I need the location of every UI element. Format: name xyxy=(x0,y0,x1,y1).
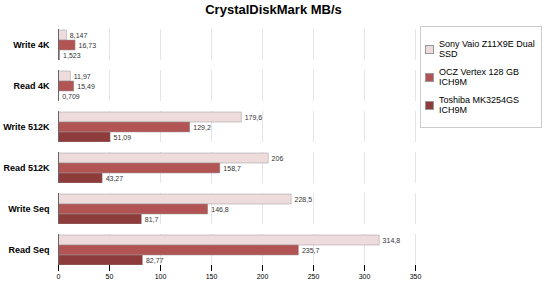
svg-text:206: 206 xyxy=(272,155,284,162)
svg-text:129,2: 129,2 xyxy=(193,124,211,131)
svg-text:51,09: 51,09 xyxy=(114,134,132,141)
svg-text:81,7: 81,7 xyxy=(145,216,159,223)
svg-text:82,77: 82,77 xyxy=(146,257,164,264)
svg-text:0: 0 xyxy=(57,273,61,280)
svg-text:100: 100 xyxy=(155,273,167,280)
svg-text:Write 512K: Write 512K xyxy=(3,122,50,132)
svg-text:Write Seq: Write Seq xyxy=(8,204,49,214)
svg-text:Read 4K: Read 4K xyxy=(13,81,50,91)
svg-text:350: 350 xyxy=(410,273,422,280)
svg-text:158,7: 158,7 xyxy=(223,165,241,172)
svg-text:179,6: 179,6 xyxy=(245,114,263,121)
svg-text:8,147: 8,147 xyxy=(70,32,88,39)
svg-text:0,709: 0,709 xyxy=(62,93,80,100)
svg-text:43,27: 43,27 xyxy=(106,175,124,182)
html-text:OCZ Vertex 128 GB ICH9M: OCZ Vertex 128 GB ICH9M xyxy=(439,67,519,87)
svg-text:15,49: 15,49 xyxy=(77,83,95,90)
svg-text:Read 512K: Read 512K xyxy=(3,163,50,173)
svg-text:200: 200 xyxy=(257,273,269,280)
svg-text:Write 4K: Write 4K xyxy=(13,40,50,50)
svg-text:1,523: 1,523 xyxy=(63,52,81,59)
html-text:Sony Vaio Z11X9E Dual SSD: Sony Vaio Z11X9E Dual SSD xyxy=(439,39,535,59)
svg-text:250: 250 xyxy=(308,273,320,280)
html-text:CrystalDiskMark MB/s: CrystalDiskMark MB/s xyxy=(205,2,342,17)
svg-text:300: 300 xyxy=(359,273,371,280)
svg-text:146,8: 146,8 xyxy=(211,206,229,213)
svg-text:314,8: 314,8 xyxy=(383,237,401,244)
html-text:Toshiba MK3254GS ICH9M: Toshiba MK3254GS ICH9M xyxy=(439,95,519,115)
svg-text:235,7: 235,7 xyxy=(302,247,320,254)
svg-text:16,73: 16,73 xyxy=(79,42,97,49)
svg-text:11,97: 11,97 xyxy=(74,73,91,80)
svg-text:150: 150 xyxy=(206,273,218,280)
svg-text:50: 50 xyxy=(106,273,114,280)
svg-text:Read Seq: Read Seq xyxy=(8,245,49,255)
svg-text:228,5: 228,5 xyxy=(295,196,313,203)
